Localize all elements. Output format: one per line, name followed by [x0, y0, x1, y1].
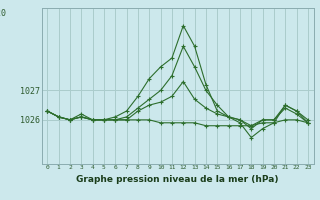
Text: 1020: 1020: [0, 9, 6, 18]
X-axis label: Graphe pression niveau de la mer (hPa): Graphe pression niveau de la mer (hPa): [76, 175, 279, 184]
